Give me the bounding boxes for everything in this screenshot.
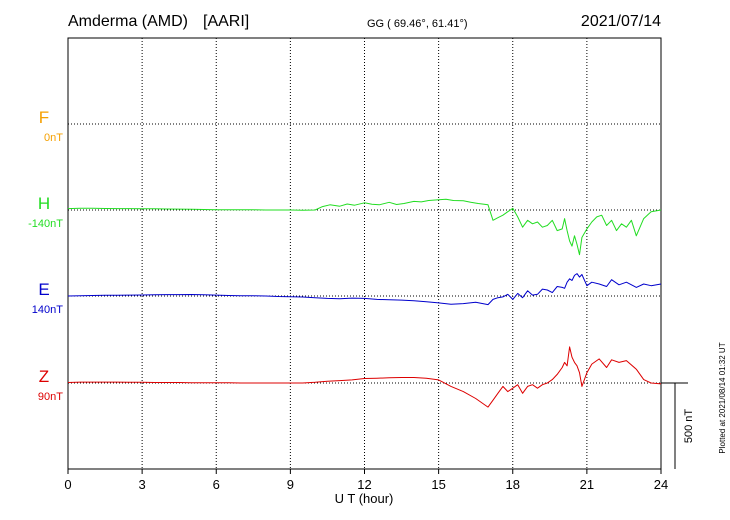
source-label: [AARI] [203,13,249,30]
trace-H [67,198,662,256]
series-name: F [39,108,49,127]
series-offset: 140nT [32,304,63,316]
trace-Z [67,346,662,408]
plotted-note: Plotted at 2021/08/14 01:32 UT [718,342,727,453]
trace-E [67,273,662,306]
x-tick-label: 24 [654,477,668,492]
coords-label: GG ( 69.46°, 61.41°) [367,18,468,30]
x-tick-label: 0 [64,477,71,492]
series-name: Z [39,367,49,386]
x-axis-ticks: 0 3 6 9 12 15 18 21 24 [64,469,668,492]
traces [67,198,662,408]
series-offset: 90nT [38,391,63,403]
x-tick-label: 3 [139,477,146,492]
x-tick-label: 21 [580,477,594,492]
series-labels: F 0nT H -140nT E 140nT Z 90nT [28,108,63,403]
x-tick-label: 9 [287,477,294,492]
date-label: 2021/07/14 [581,13,661,30]
series-offset: 0nT [44,132,63,144]
series-offset: -140nT [28,218,63,230]
x-tick-label: 6 [213,477,220,492]
station-title: Amderma (AMD) [68,13,188,30]
x-tick-label: 15 [431,477,445,492]
x-axis-label: U T (hour) [335,491,394,506]
scale-label: 500 nT [683,409,695,444]
series-name: E [38,280,49,299]
series-name: H [38,194,50,213]
grid-lines [68,38,661,469]
x-tick-label: 18 [506,477,520,492]
x-tick-label: 12 [357,477,371,492]
